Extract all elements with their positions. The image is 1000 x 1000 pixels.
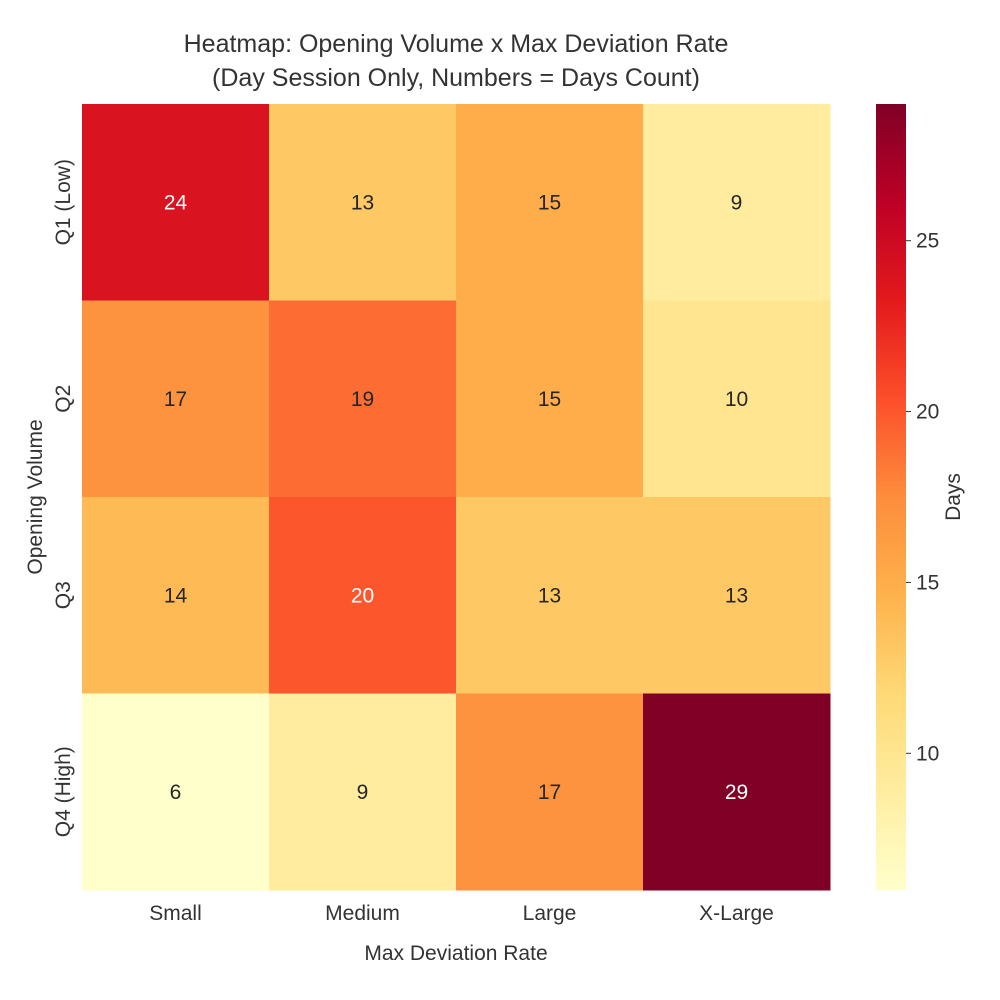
x-axis-title: Max Deviation Rate	[364, 942, 547, 965]
x-axis-tick-labels: Small Medium Large X-Large	[149, 902, 774, 925]
heatmap-cell-label: 13	[538, 584, 561, 607]
chart-title: Heatmap: Opening Volume x Max Deviation …	[184, 30, 729, 92]
colorbar: 10 15 20 25 Days	[876, 104, 965, 890]
heatmap-cell-label: 15	[538, 388, 561, 411]
heatmap-cell	[82, 497, 270, 694]
heatmap-cell	[456, 497, 644, 694]
colorbar-tick-label: 20	[916, 401, 939, 424]
x-tick-label: Large	[523, 902, 577, 925]
heatmap-cell-label: 17	[164, 388, 187, 411]
heatmap-cell-label: 15	[538, 191, 561, 214]
heatmap-cell-label: 13	[725, 584, 748, 607]
y-tick-label: Q1 (Low)	[52, 159, 75, 245]
x-tick-label: Medium	[325, 902, 400, 925]
heatmap-cell-label: 9	[731, 191, 743, 214]
colorbar-tick-label: 15	[916, 571, 939, 594]
heatmap-cell-label: 13	[351, 191, 374, 214]
colorbar-title: Days	[942, 473, 965, 521]
chart-title-line-2: (Day Session Only, Numbers = Days Count)	[212, 64, 700, 92]
colorbar-gradient	[876, 104, 906, 890]
heatmap-cell-labels: 24 13 15 9 17 19 15 10 14 20 13 13 6 9 17 29	[164, 191, 748, 804]
heatmap-cell-label: 20	[351, 584, 374, 607]
y-axis-title: Opening Volume	[24, 419, 47, 574]
y-axis-tick-labels: Q1 (Low) Q2 Q3 Q4 (High)	[52, 159, 75, 837]
heatmap-cell	[456, 104, 644, 301]
heatmap-cell	[643, 104, 831, 301]
colorbar-tick-label: 25	[916, 230, 939, 253]
chart-title-line-1: Heatmap: Opening Volume x Max Deviation …	[184, 30, 729, 58]
x-tick-label: Small	[149, 902, 202, 925]
heatmap-cell-label: 24	[164, 191, 188, 214]
heatmap-cell	[269, 693, 457, 891]
heatmap-cell	[269, 300, 457, 498]
colorbar-tick-labels: 10 15 20 25	[906, 230, 939, 765]
heatmap-cell	[456, 693, 644, 891]
y-tick-label: Q4 (High)	[52, 746, 75, 837]
heatmap-cell	[643, 300, 831, 498]
heatmap-cells	[82, 104, 831, 891]
heatmap-cell	[82, 693, 270, 891]
heatmap-cell-label: 29	[725, 781, 748, 804]
heatmap-cell	[269, 497, 457, 694]
x-tick-label: X-Large	[699, 902, 774, 925]
heatmap-cell-label: 17	[538, 781, 561, 804]
heatmap-cell	[643, 693, 831, 891]
heatmap-cell	[82, 104, 270, 301]
heatmap-cell	[82, 300, 270, 498]
y-tick-label: Q2	[52, 385, 75, 413]
heatmap-cell-label: 14	[164, 584, 188, 607]
heatmap-cell	[269, 104, 457, 301]
heatmap-cell-label: 9	[357, 781, 369, 804]
heatmap-cell-label: 6	[170, 781, 182, 804]
heatmap-cell-label: 10	[725, 388, 748, 411]
y-tick-label: Q3	[52, 581, 75, 609]
heatmap-cell	[456, 300, 644, 498]
heatmap-cell	[643, 497, 831, 694]
colorbar-tick-label: 10	[916, 742, 939, 765]
heatmap-cell-label: 19	[351, 388, 374, 411]
